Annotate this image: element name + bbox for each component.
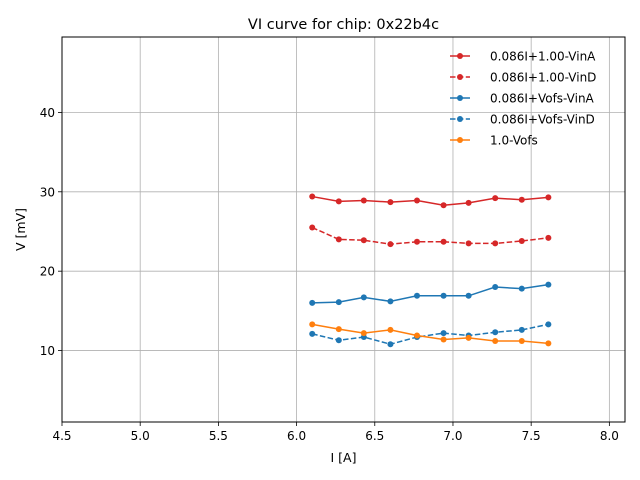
data-point [414, 197, 421, 204]
data-point [335, 299, 342, 306]
legend-label: 0.086I+1.00-VinD [490, 71, 596, 85]
data-point [309, 224, 316, 231]
y-tick-label: 10 [40, 344, 55, 358]
y-tick-label: 40 [40, 106, 55, 120]
legend-entry: 0.086I+1.00-VinD [450, 71, 596, 85]
data-point [545, 194, 552, 201]
data-point [309, 299, 316, 306]
data-point [387, 326, 394, 333]
data-point [414, 332, 421, 339]
legend-marker [457, 74, 463, 80]
legend-label: 0.086I+1.00-VinA [490, 50, 596, 64]
data-point [309, 321, 316, 328]
data-point [335, 236, 342, 243]
data-point [387, 341, 394, 348]
data-point [360, 237, 367, 244]
data-point [414, 292, 421, 299]
data-point [465, 334, 472, 341]
legend-marker [457, 53, 463, 59]
legend: 0.086I+1.00-VinA 0.086I+1.00-VinD 0.086I+V… [450, 50, 596, 148]
legend-marker [457, 116, 463, 122]
data-point [492, 284, 499, 291]
data-point [440, 336, 447, 343]
data-point [440, 292, 447, 299]
data-point [309, 193, 316, 200]
legend-entry: 0.086I+Vofs-VinD [450, 113, 595, 127]
data-point [360, 330, 367, 337]
data-point [492, 338, 499, 345]
legend-marker [457, 95, 463, 101]
data-point [545, 321, 552, 328]
data-point [492, 329, 499, 336]
legend-label: 1.0-Vofs [490, 134, 538, 148]
data-point [465, 292, 472, 299]
data-point [545, 340, 552, 347]
legend-marker [457, 137, 463, 143]
data-point [465, 240, 472, 247]
data-point [440, 202, 447, 209]
data-point [518, 285, 525, 292]
chart-title: VI curve for chip: 0x22b4c [248, 17, 439, 33]
series-1 [309, 224, 552, 248]
x-axis-label: I [A] [331, 450, 357, 465]
data-point [492, 195, 499, 202]
x-tick-label: 5.5 [209, 429, 228, 443]
series-line [312, 195, 549, 207]
data-point [440, 330, 447, 337]
data-point [387, 298, 394, 305]
grid-lines [61, 37, 625, 422]
x-tick-label: 7.0 [443, 429, 462, 443]
data-point [465, 199, 472, 206]
legend-entry: 0.086I+Vofs-VinA [450, 92, 595, 106]
y-tick-label: 30 [40, 185, 55, 199]
series-layer [309, 193, 552, 348]
x-tick-label: 5.0 [131, 429, 150, 443]
legend-label: 0.086I+Vofs-VinA [490, 92, 595, 106]
y-axis-label: V [mV] [13, 208, 28, 251]
data-point [360, 197, 367, 204]
legend-label: 0.086I+Vofs-VinD [490, 113, 595, 127]
data-point [387, 241, 394, 248]
data-point [387, 199, 394, 206]
data-point [518, 238, 525, 245]
data-point [414, 238, 421, 245]
plot-frame [61, 36, 626, 423]
data-point [518, 326, 525, 333]
data-point [360, 294, 367, 301]
legend-entry: 1.0-Vofs [450, 134, 538, 148]
legend-entry: 0.086I+1.00-VinA [450, 50, 596, 64]
x-tick-label: 7.5 [522, 429, 541, 443]
x-tick-label: 6.0 [287, 429, 306, 443]
data-point [518, 338, 525, 345]
series-0 [309, 193, 552, 209]
data-point [335, 337, 342, 344]
series-3 [309, 321, 552, 348]
axis-ticks: 4.5 5.0 5.5 6.0 6.5 7.0 7.5 8.0 10 20 30 40 [40, 106, 619, 443]
data-point [309, 330, 316, 337]
data-point [545, 234, 552, 241]
data-point [440, 238, 447, 245]
data-point [518, 196, 525, 203]
series-2 [309, 281, 552, 306]
data-point [545, 281, 552, 288]
series-line [312, 323, 549, 345]
series-line [312, 323, 549, 345]
series-line [311, 226, 549, 245]
x-tick-label: 8.0 [600, 429, 619, 443]
x-tick-label: 4.5 [52, 429, 71, 443]
data-point [492, 240, 499, 247]
data-point [335, 326, 342, 333]
series-line [312, 283, 549, 304]
data-point [335, 198, 342, 205]
series-4 [309, 321, 552, 347]
x-tick-label: 6.5 [365, 429, 384, 443]
y-tick-label: 20 [40, 265, 55, 279]
